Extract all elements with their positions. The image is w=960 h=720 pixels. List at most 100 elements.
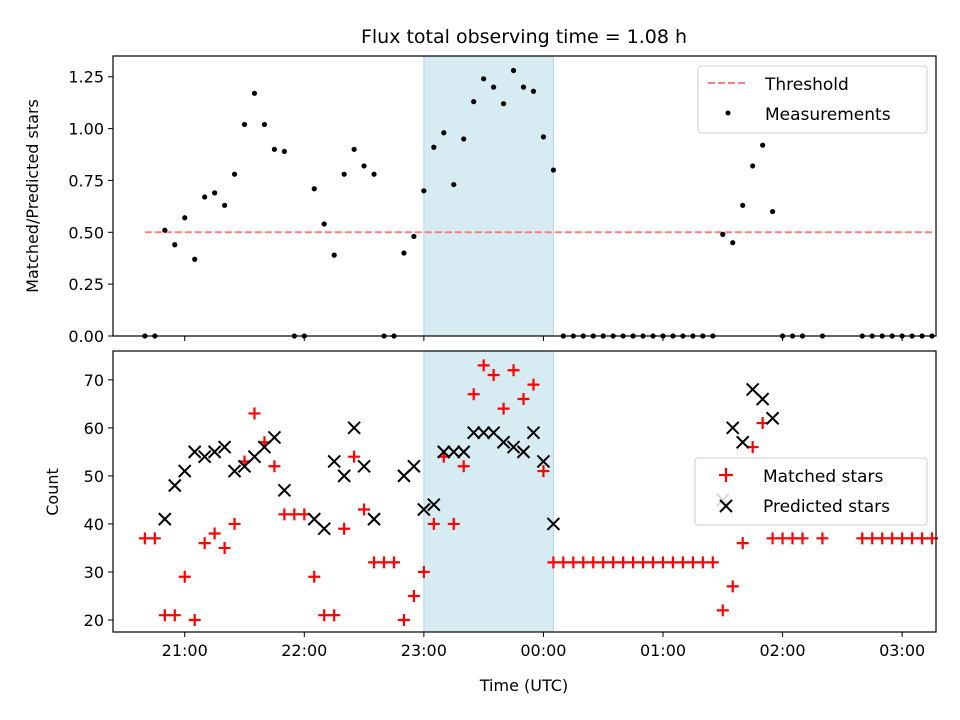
measurement-point <box>750 163 756 169</box>
matched-star-marker <box>407 589 420 602</box>
predicted-star-marker <box>168 478 182 493</box>
y-tick-label: 60 <box>84 419 104 438</box>
measurement-point <box>491 84 497 90</box>
bottom-legend: Matched stars Predicted stars <box>694 457 928 526</box>
matched-star-marker <box>308 570 321 583</box>
x-tick-label: 21:00 <box>162 641 208 660</box>
measurement-point <box>251 90 258 96</box>
y-tick-label: 40 <box>84 515 104 534</box>
predicted-star-marker <box>476 425 491 440</box>
measurement-point <box>441 130 447 136</box>
matched-star-marker <box>148 532 161 545</box>
observing-window-shade <box>423 55 554 337</box>
y-tick-label: 1.00 <box>68 120 104 139</box>
predicted-star-marker <box>367 512 381 526</box>
measurement-point <box>550 167 556 173</box>
matched-star-marker <box>397 613 410 626</box>
matched-star-marker <box>208 527 221 540</box>
measurement-point <box>769 208 776 215</box>
measurements-legend-label: Measurements <box>765 105 891 125</box>
predicted-star-marker <box>267 430 282 445</box>
measurement-point <box>540 134 547 140</box>
measurement-point <box>371 171 377 177</box>
x-tick-label: 01:00 <box>640 641 686 660</box>
matched-star-marker <box>527 378 540 391</box>
measurement-point <box>241 121 248 128</box>
predicted-star-marker <box>277 483 292 498</box>
y-tick-label: 0.00 <box>68 327 104 346</box>
measurement-point <box>421 188 427 194</box>
y-tick-label: 0.25 <box>68 275 104 294</box>
measurement-point <box>311 186 317 192</box>
matched-star-marker <box>338 522 351 535</box>
x-tick-label: 00:00 <box>520 641 566 660</box>
y-tick-label: 0.50 <box>68 223 104 242</box>
measurement-point <box>520 84 527 90</box>
x-tick-label: 03:00 <box>879 641 925 660</box>
predicted-star-marker <box>417 502 431 517</box>
x-tick-label: 22:00 <box>281 641 327 660</box>
measurements-legend-swatch <box>725 110 731 116</box>
top-chart-title: Flux total observing time = 1.08 h <box>361 26 687 48</box>
predicted-star-marker <box>496 435 511 449</box>
predicted-star-marker <box>337 469 351 483</box>
measurement-point <box>192 256 198 262</box>
bottom-x-axis-label: Time (UTC) <box>479 676 568 695</box>
y-tick-label: 20 <box>84 611 104 630</box>
top-y-axis-label: Matched/Predicted stars <box>23 99 42 293</box>
matched-star-marker <box>706 556 719 569</box>
predicted-legend-label: Predicted stars <box>763 497 890 517</box>
matched-star-marker <box>447 517 460 530</box>
observing-window-shade <box>423 350 554 633</box>
measurement-point <box>162 227 168 233</box>
measurement-point <box>411 233 417 240</box>
bottom-plot-frame <box>112 350 937 633</box>
measurement-point <box>212 190 218 196</box>
measurement-point <box>321 221 327 227</box>
predicted-star-marker <box>447 445 461 459</box>
predicted-star-marker <box>217 440 232 454</box>
measurement-point <box>361 163 367 169</box>
measurement-point <box>341 171 347 177</box>
predicted-star-marker <box>506 440 521 454</box>
y-tick-label: 50 <box>84 467 104 486</box>
matched-star-marker <box>467 388 480 401</box>
y-tick-label: 70 <box>84 371 104 390</box>
predicted-star-marker <box>516 445 531 459</box>
predicted-star-marker <box>357 459 371 473</box>
threshold-legend-label: Threshold <box>764 75 849 95</box>
measurement-point <box>730 240 736 246</box>
matched-star-marker <box>457 460 470 473</box>
matched-star-marker <box>387 556 400 569</box>
predicted-star-marker <box>327 454 341 469</box>
matched-star-marker <box>178 570 191 583</box>
y-tick-label: 30 <box>84 563 104 582</box>
matched-star-marker <box>248 407 261 420</box>
measurement-point <box>331 252 337 258</box>
predicted-star-marker <box>227 464 242 478</box>
matched-star-marker <box>497 402 510 415</box>
measurement-point <box>221 202 228 208</box>
predicted-legend-swatch <box>719 499 733 513</box>
predicted-star-marker <box>347 421 361 435</box>
predicted-star-marker <box>466 425 481 440</box>
measurement-point <box>471 99 477 105</box>
matched-star-marker <box>198 537 211 550</box>
bottom-y-axis-label: Count <box>43 468 62 516</box>
predicted-star-marker <box>765 411 780 425</box>
bottom-panel: 20 30 40 50 60 70 21:00 22:00 23:00 00:00 01:00 02… <box>43 350 939 695</box>
measurement-point <box>182 215 188 221</box>
measurement-point <box>461 136 467 142</box>
predicted-star-marker <box>755 392 770 406</box>
top-plot-frame <box>112 55 937 337</box>
matched-star-marker <box>188 613 201 626</box>
predicted-star-marker <box>207 445 222 459</box>
matched-star-marker <box>726 580 739 593</box>
matched-star-marker <box>427 517 440 530</box>
matched-star-marker <box>736 537 749 550</box>
measurement-point <box>740 202 746 208</box>
matched-star-marker <box>796 532 809 545</box>
y-tick-label: 1.25 <box>68 68 104 87</box>
matched-star-marker <box>228 517 241 530</box>
